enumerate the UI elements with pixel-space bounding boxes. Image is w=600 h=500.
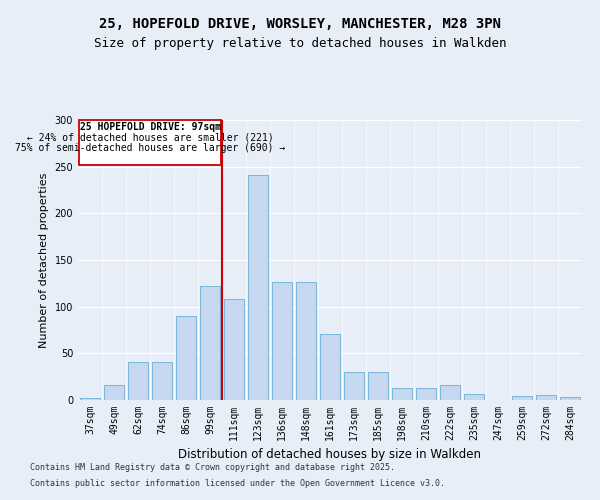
- Bar: [176, 316, 196, 400]
- Bar: [344, 372, 364, 400]
- Bar: [296, 282, 316, 400]
- Bar: [80, 398, 100, 400]
- Bar: [464, 394, 484, 400]
- Bar: [104, 385, 124, 400]
- Bar: [560, 397, 580, 400]
- Bar: [392, 388, 412, 400]
- X-axis label: Distribution of detached houses by size in Walkden: Distribution of detached houses by size …: [179, 448, 482, 462]
- Bar: [272, 282, 292, 400]
- Text: Size of property relative to detached houses in Walkden: Size of property relative to detached ho…: [94, 38, 506, 51]
- Bar: [200, 286, 220, 400]
- Bar: [152, 362, 172, 400]
- Bar: [536, 396, 556, 400]
- Bar: [368, 372, 388, 400]
- Y-axis label: Number of detached properties: Number of detached properties: [39, 172, 49, 348]
- Bar: [320, 334, 340, 400]
- Text: 25 HOPEFOLD DRIVE: 97sqm: 25 HOPEFOLD DRIVE: 97sqm: [79, 122, 221, 132]
- Bar: [416, 388, 436, 400]
- FancyBboxPatch shape: [79, 120, 221, 165]
- Text: 25, HOPEFOLD DRIVE, WORSLEY, MANCHESTER, M28 3PN: 25, HOPEFOLD DRIVE, WORSLEY, MANCHESTER,…: [99, 18, 501, 32]
- Bar: [248, 175, 268, 400]
- Bar: [512, 396, 532, 400]
- Text: Contains HM Land Registry data © Crown copyright and database right 2025.: Contains HM Land Registry data © Crown c…: [30, 464, 395, 472]
- Bar: [128, 362, 148, 400]
- Bar: [440, 385, 460, 400]
- Text: ← 24% of detached houses are smaller (221): ← 24% of detached houses are smaller (22…: [26, 132, 274, 142]
- Bar: [224, 299, 244, 400]
- Text: 75% of semi-detached houses are larger (690) →: 75% of semi-detached houses are larger (…: [15, 144, 285, 154]
- Text: Contains public sector information licensed under the Open Government Licence v3: Contains public sector information licen…: [30, 478, 445, 488]
